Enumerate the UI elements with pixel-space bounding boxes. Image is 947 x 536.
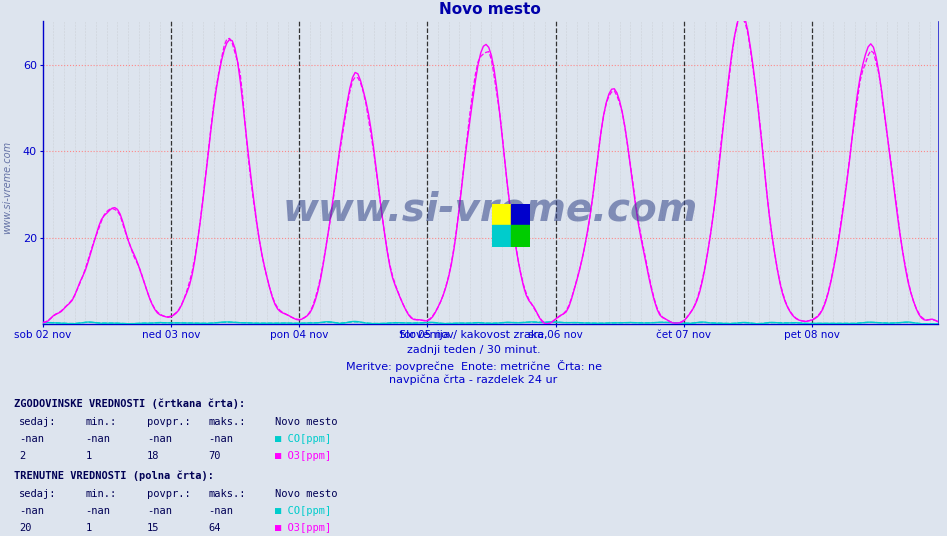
- Text: ■ O3[ppm]: ■ O3[ppm]: [275, 523, 331, 533]
- Bar: [492, 225, 511, 247]
- Text: www.si-vreme.com: www.si-vreme.com: [3, 141, 12, 234]
- Text: ■ CO[ppm]: ■ CO[ppm]: [275, 505, 331, 516]
- Text: maks.:: maks.:: [208, 488, 246, 498]
- Text: -nan: -nan: [208, 434, 233, 444]
- Bar: [492, 204, 511, 225]
- Text: ■ O3[ppm]: ■ O3[ppm]: [275, 451, 331, 461]
- Text: povpr.:: povpr.:: [147, 488, 190, 498]
- Text: ■ CO[ppm]: ■ CO[ppm]: [275, 434, 331, 444]
- Text: TRENUTNE VREDNOSTI (polna črta):: TRENUTNE VREDNOSTI (polna črta):: [14, 471, 214, 481]
- Text: 20: 20: [19, 523, 31, 533]
- Text: -nan: -nan: [85, 505, 110, 516]
- Bar: [511, 204, 530, 225]
- Text: -nan: -nan: [208, 505, 233, 516]
- Text: 1: 1: [85, 451, 92, 461]
- Text: zadnji teden / 30 minut.: zadnji teden / 30 minut.: [406, 345, 541, 355]
- Text: Slovenija / kakovost zraka,: Slovenija / kakovost zraka,: [400, 330, 547, 340]
- Text: -nan: -nan: [147, 434, 171, 444]
- Text: ZGODOVINSKE VREDNOSTI (črtkana črta):: ZGODOVINSKE VREDNOSTI (črtkana črta):: [14, 399, 245, 410]
- Text: 64: 64: [208, 523, 221, 533]
- Text: Meritve: povprečne  Enote: metrične  Črta: ne: Meritve: povprečne Enote: metrične Črta:…: [346, 360, 601, 371]
- Text: min.:: min.:: [85, 488, 116, 498]
- Text: navpična črta - razdelek 24 ur: navpična črta - razdelek 24 ur: [389, 375, 558, 385]
- Text: Novo mesto: Novo mesto: [275, 488, 337, 498]
- Bar: [511, 225, 530, 247]
- Text: Novo mesto: Novo mesto: [275, 416, 337, 427]
- Text: povpr.:: povpr.:: [147, 416, 190, 427]
- Text: 70: 70: [208, 451, 221, 461]
- Title: Novo mesto: Novo mesto: [439, 3, 541, 18]
- Text: -nan: -nan: [85, 434, 110, 444]
- Text: sedaj:: sedaj:: [19, 416, 57, 427]
- Text: 15: 15: [147, 523, 159, 533]
- Text: sedaj:: sedaj:: [19, 488, 57, 498]
- Text: -nan: -nan: [19, 505, 44, 516]
- Text: www.si-vreme.com: www.si-vreme.com: [282, 190, 698, 228]
- Text: min.:: min.:: [85, 416, 116, 427]
- Text: 1: 1: [85, 523, 92, 533]
- Text: -nan: -nan: [147, 505, 171, 516]
- Text: maks.:: maks.:: [208, 416, 246, 427]
- Text: 18: 18: [147, 451, 159, 461]
- Text: -nan: -nan: [19, 434, 44, 444]
- Text: 2: 2: [19, 451, 26, 461]
